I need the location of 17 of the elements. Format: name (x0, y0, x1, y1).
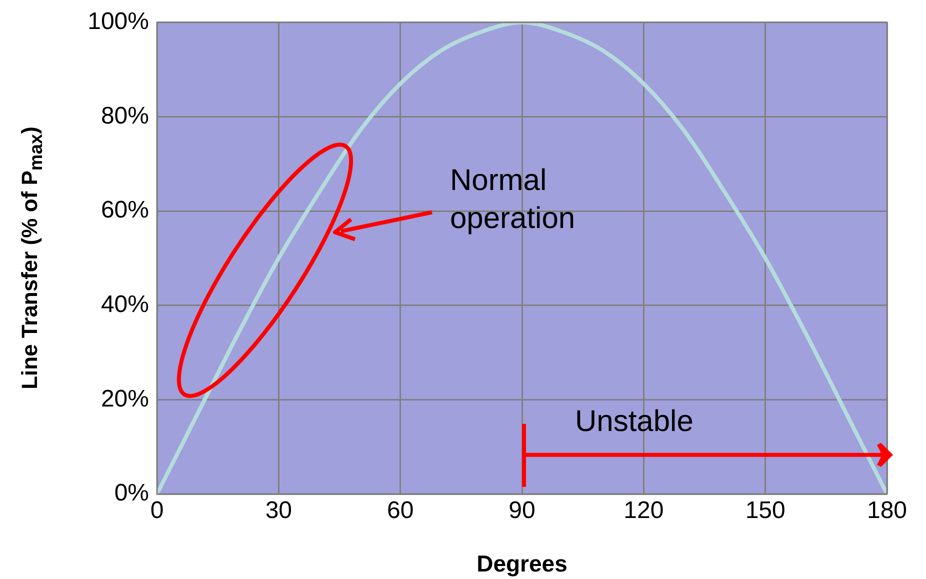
y-tick-label: 80% (100, 102, 149, 130)
x-tick-label: 30 (265, 497, 292, 524)
y-tick-label: 40% (100, 290, 149, 318)
y-tick-label: 20% (100, 385, 149, 412)
x-tick-label: 0 (150, 497, 164, 524)
y-tick-label: 0% (114, 480, 149, 507)
x-tick-label: 90 (508, 497, 536, 524)
x-tick-label: 150 (745, 497, 786, 524)
x-tick-label: 120 (624, 497, 664, 524)
annotation: Unstable (575, 404, 694, 440)
x-tick-label: 60 (386, 497, 414, 524)
x-axis-title: Degrees (476, 550, 568, 577)
x-tick-label: 180 (866, 497, 908, 524)
y-tick-label: 100% (88, 8, 149, 36)
annotation: Normal operation (450, 163, 576, 237)
line-series (157, 22, 887, 494)
y-tick-label: 60% (100, 196, 149, 224)
